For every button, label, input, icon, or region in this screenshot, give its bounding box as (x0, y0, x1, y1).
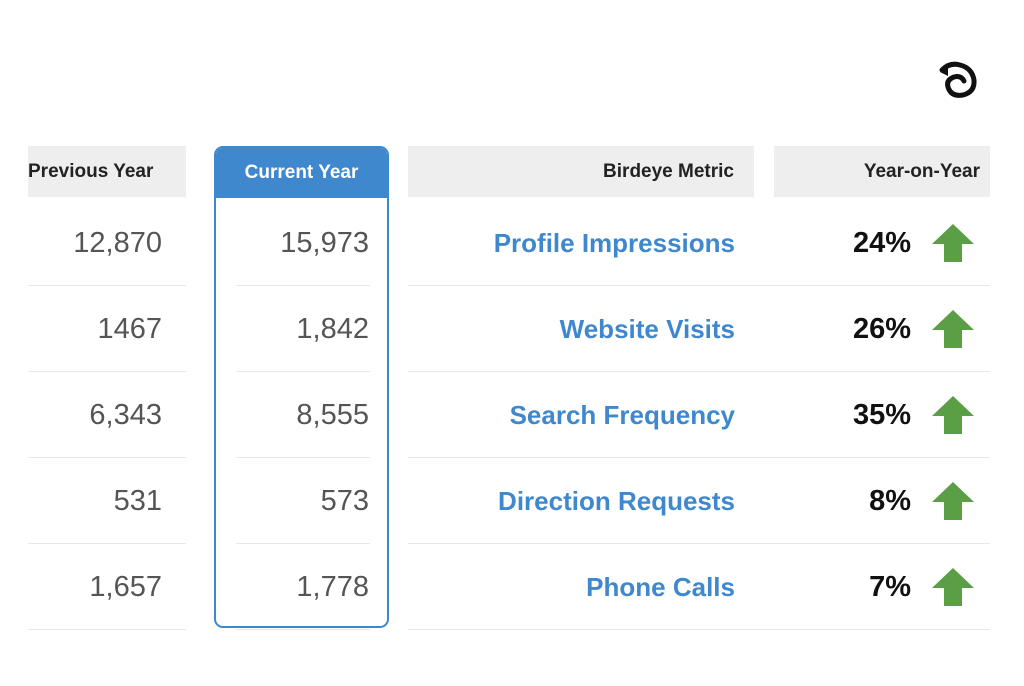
row-divider (236, 285, 370, 286)
row-divider (408, 629, 990, 630)
year-on-year-value: 35% (852, 398, 911, 431)
up-arrow-icon (932, 482, 974, 520)
previous-year-value: 6,343 (89, 398, 162, 431)
metric-name: Search Frequency (509, 399, 735, 430)
current-year-column: Current Year (214, 146, 389, 628)
up-arrow-icon (932, 310, 974, 348)
row-divider (28, 457, 186, 458)
year-on-year-value: 8% (869, 484, 911, 517)
up-arrow-icon (932, 396, 974, 434)
current-year-value: 1,778 (296, 570, 369, 603)
up-arrow-icon (932, 224, 974, 262)
row-divider (28, 543, 186, 544)
row-divider (408, 543, 990, 544)
header-birdeye-metric: Birdeye Metric (408, 146, 754, 197)
row-divider (28, 371, 186, 372)
current-year-value: 15,973 (280, 226, 369, 259)
row-divider (408, 371, 990, 372)
previous-year-value: 1467 (97, 312, 162, 345)
header-current-year: Current Year (216, 148, 387, 198)
metric-name: Profile Impressions (493, 227, 735, 258)
current-year-value: 573 (320, 484, 369, 517)
current-year-value: 1,842 (296, 312, 369, 345)
previous-year-value: 531 (113, 484, 162, 517)
year-on-year-value: 26% (852, 312, 911, 345)
previous-year-value: 12,870 (73, 226, 162, 259)
header-year-on-year: Year-on-Year (774, 146, 990, 197)
row-divider (236, 457, 370, 458)
birdeye-logo-icon (939, 61, 977, 98)
header-previous-year: Previous Year (28, 146, 186, 197)
current-year-value: 8,555 (296, 398, 369, 431)
metric-name: Direction Requests (498, 485, 735, 516)
row-divider (236, 543, 370, 544)
metric-name: Website Visits (559, 313, 735, 344)
row-divider (28, 629, 186, 630)
up-arrow-icon (932, 568, 974, 606)
row-divider (408, 285, 990, 286)
row-divider (236, 371, 370, 372)
previous-year-value: 1,657 (89, 570, 162, 603)
year-on-year-value: 24% (852, 226, 911, 259)
row-divider (408, 457, 990, 458)
row-divider (236, 629, 370, 630)
row-divider (28, 285, 186, 286)
year-on-year-value: 7% (869, 570, 911, 603)
metric-name: Phone Calls (586, 571, 735, 602)
